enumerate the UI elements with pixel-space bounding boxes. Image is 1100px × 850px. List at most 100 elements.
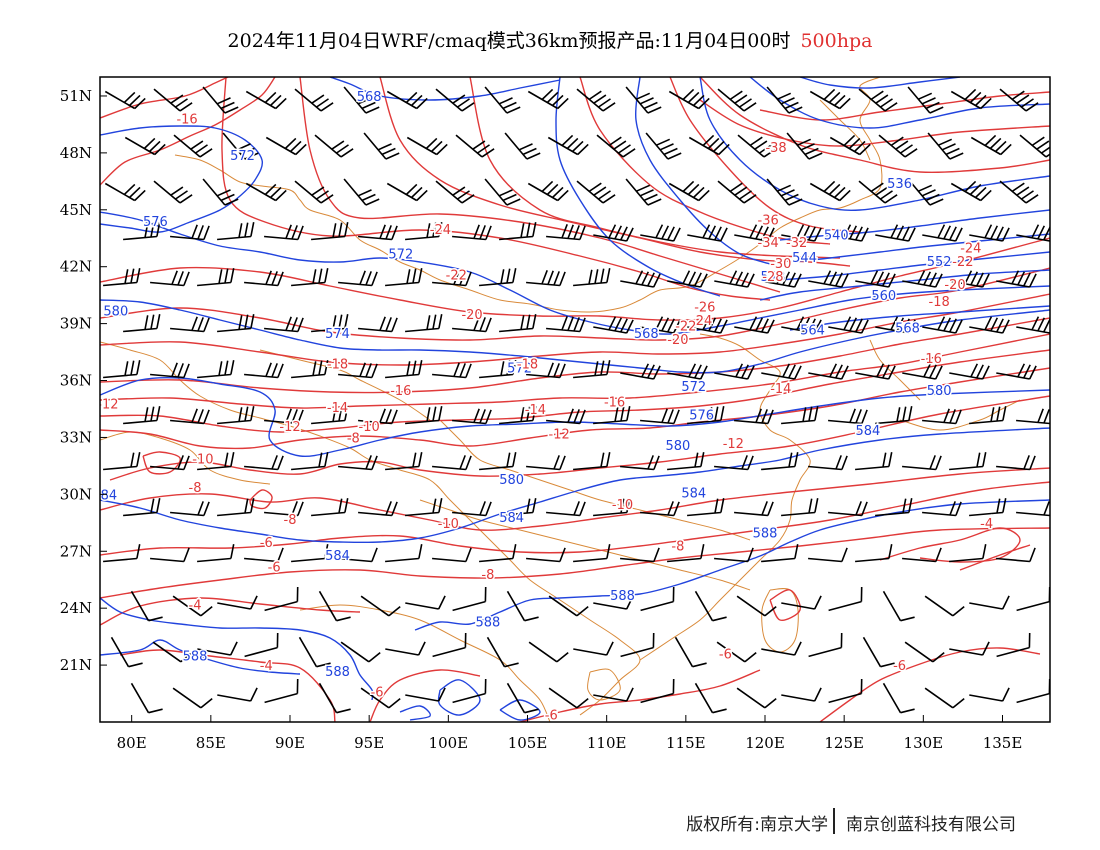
lon-tick-label: 125E <box>824 734 864 752</box>
wind-barb <box>311 222 349 241</box>
wind-barb <box>432 547 472 563</box>
wind-barb <box>761 452 799 471</box>
wind-barb <box>593 498 631 517</box>
lon-tick-label: 80E <box>117 734 147 752</box>
wind-barb <box>103 452 141 471</box>
axis-ticks: 80E 85E 90E 95E 100E 105E 110E 115E 120E 125E 130E… <box>60 87 1023 752</box>
wind-barb <box>924 687 965 709</box>
wind-barb <box>217 406 255 425</box>
wind-barb <box>969 316 1010 334</box>
wind-barb <box>640 586 675 612</box>
temperature-label: -6 <box>371 686 384 701</box>
wind-barb <box>386 90 428 110</box>
temperature-label: -22 <box>675 320 696 335</box>
temperature-isoline <box>100 349 1050 433</box>
wind-barb <box>499 406 537 425</box>
temperature-label: -24 <box>691 314 712 329</box>
wind-barb <box>172 595 213 617</box>
boundary-line <box>174 77 883 313</box>
wind-barb <box>265 136 307 156</box>
wind-barb <box>202 86 239 114</box>
wind-barb <box>875 316 916 334</box>
wind-barb <box>922 408 962 425</box>
wind-barb <box>576 180 616 204</box>
wind-barb <box>103 360 141 379</box>
wind-barb <box>949 452 987 471</box>
wind-barb <box>358 224 398 241</box>
wind-barb <box>363 132 400 160</box>
temperature-label: -8 <box>189 481 202 496</box>
wind-barb <box>202 178 239 206</box>
wind-barb <box>405 687 446 702</box>
wind-barb <box>170 408 210 425</box>
wind-barb <box>674 636 707 668</box>
wind-barb <box>435 180 475 204</box>
wind-barb <box>358 316 398 333</box>
wind-barb <box>152 641 193 663</box>
geopotential-label: 576 <box>689 409 714 424</box>
geopotential-label: 572 <box>230 149 255 164</box>
wind-barb <box>694 682 727 714</box>
wind-barb <box>217 687 258 702</box>
wind-barb <box>862 636 895 668</box>
wind-barb <box>360 687 401 709</box>
wind-barbs <box>103 86 1050 714</box>
wind-barb <box>808 363 849 380</box>
geopotential-label: 584 <box>325 549 350 564</box>
geopotential-isoline <box>100 125 264 233</box>
temperature-label: -6 <box>268 560 281 575</box>
wind-barb <box>318 590 351 622</box>
temperature-label: -18 <box>517 357 538 372</box>
wind-barb <box>197 268 235 287</box>
wind-barb <box>153 180 193 204</box>
temperature-label: -16 <box>604 395 625 410</box>
wind-barb <box>855 270 896 288</box>
lat-tick-label: 48N <box>60 144 92 162</box>
wind-barb <box>878 134 918 158</box>
wind-barb <box>244 362 284 379</box>
wind-barb <box>620 455 660 471</box>
wind-barb <box>828 586 863 612</box>
wind-barb <box>875 406 913 425</box>
wind-barb <box>766 178 803 206</box>
wind-barb <box>949 363 990 380</box>
boundary-line <box>100 431 271 485</box>
wind-barb <box>343 178 380 206</box>
wind-barb <box>717 88 757 112</box>
wind-barb <box>620 547 660 563</box>
wind-barb <box>640 224 681 242</box>
wind-barb <box>432 455 472 471</box>
wind-barb <box>640 408 680 425</box>
lat-tick-label: 39N <box>60 315 92 333</box>
wind-barb <box>222 132 259 160</box>
wind-barb <box>809 88 851 110</box>
wind-barb <box>103 268 141 287</box>
wind-barb <box>311 406 349 425</box>
wind-barb <box>828 678 863 704</box>
wind-barb <box>264 316 304 333</box>
geopotential-label: 584 <box>681 486 706 501</box>
wind-barb <box>385 360 423 379</box>
geopotential-isoline <box>100 299 1050 374</box>
wind-barb <box>338 270 378 287</box>
wind-barb <box>499 314 537 333</box>
wind-barb <box>858 88 898 112</box>
temperature-label: -20 <box>944 278 965 293</box>
wind-barb <box>486 636 519 668</box>
temperature-isoline <box>100 333 1050 409</box>
wind-barb <box>576 88 616 112</box>
wind-barb <box>781 595 822 610</box>
wind-barb <box>432 632 467 658</box>
wind-barb <box>969 687 1010 702</box>
lat-tick-label: 42N <box>60 258 92 276</box>
wind-barb <box>875 498 913 517</box>
wind-barb <box>197 544 235 563</box>
footer-divider <box>833 808 835 834</box>
wind-barb <box>922 316 963 334</box>
wind-barb <box>969 406 1007 425</box>
wind-barb <box>340 641 381 663</box>
wind-barb <box>244 547 284 563</box>
boundary-line <box>299 604 551 722</box>
wind-barb <box>907 178 944 206</box>
